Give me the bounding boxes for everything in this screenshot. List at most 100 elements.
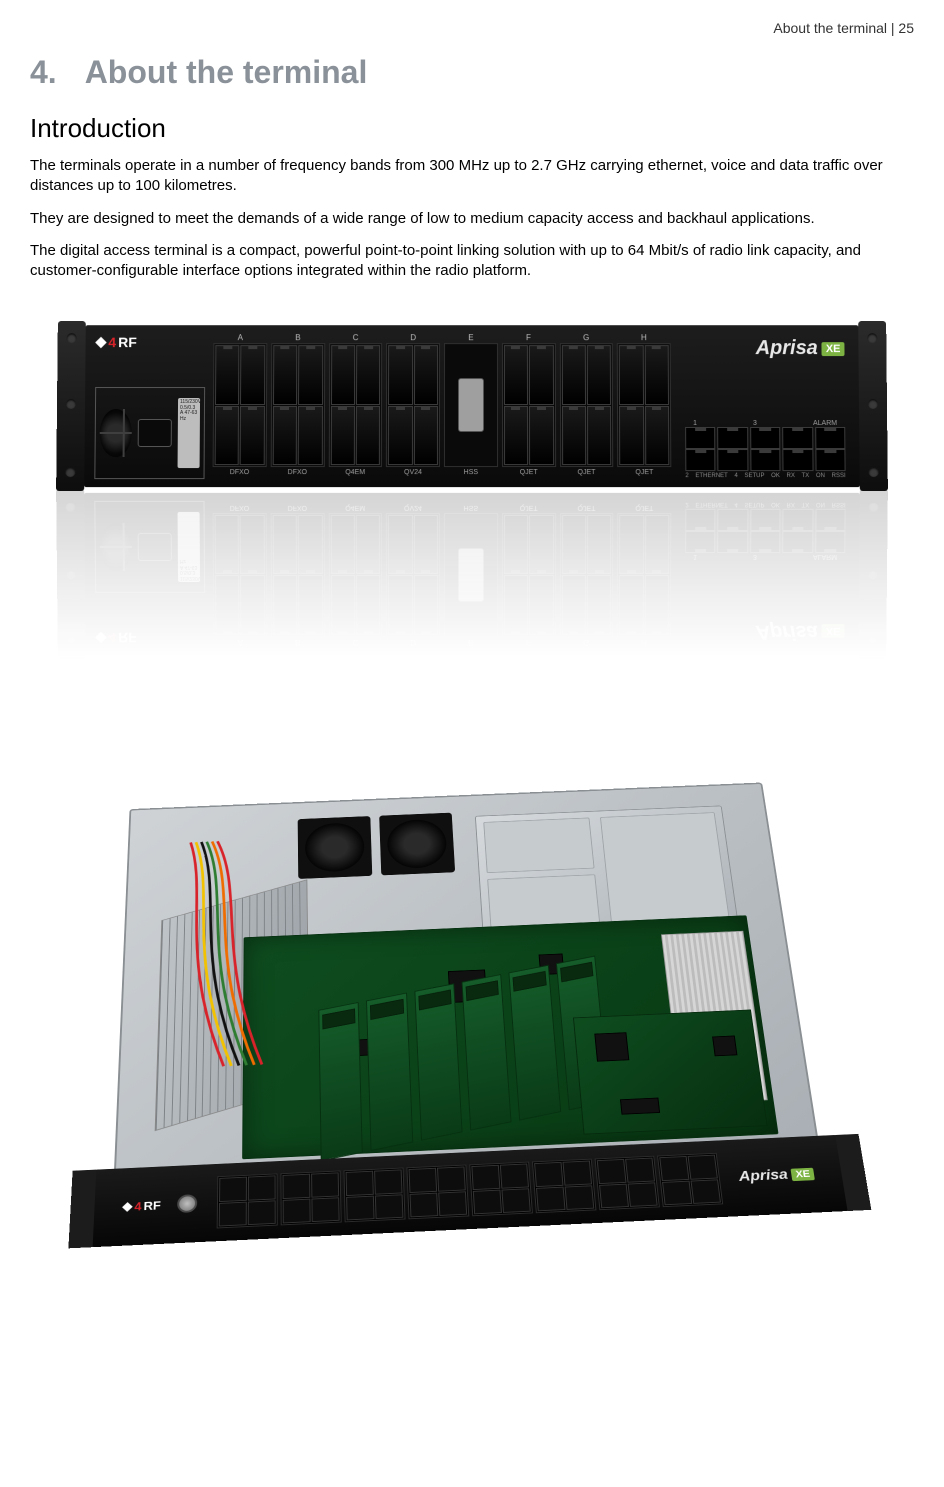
slot-card-label: QV24 xyxy=(386,469,440,479)
mgmt-label: TX xyxy=(802,501,810,507)
rj45-port-icon xyxy=(219,1177,247,1202)
rj45-port-icon xyxy=(501,1188,530,1213)
rj45-port-icon xyxy=(587,576,612,635)
rj45-port-icon xyxy=(388,515,412,575)
slot-letter: D xyxy=(386,637,440,647)
mgmt-label: TX xyxy=(802,473,810,479)
rj45-port-icon xyxy=(529,345,553,404)
rj45-port-icon xyxy=(272,515,297,575)
rj45-port-icon xyxy=(215,515,240,575)
rj45-port-icon xyxy=(534,1162,563,1187)
aprisa-suffix-badge: XE xyxy=(822,625,845,639)
aprisa-name: Aprisa xyxy=(738,1167,789,1185)
rj45-port-icon xyxy=(536,1186,566,1211)
aprisa-logo: Aprisa XE xyxy=(756,620,845,643)
brand-4rf-logo: ◆4RF xyxy=(122,1198,161,1214)
rj45-port-icon xyxy=(409,1192,438,1217)
rack-ear-right xyxy=(858,489,888,659)
rj45-port-icon xyxy=(298,576,323,635)
rj45-port-icon xyxy=(504,406,528,466)
rj45-port-icon xyxy=(414,406,438,466)
front-slot xyxy=(216,1174,277,1229)
mgmt-port xyxy=(750,427,781,449)
rj45-port-icon xyxy=(240,345,265,404)
rj45-port-icon xyxy=(240,515,265,575)
rj45-port-icon xyxy=(645,406,670,466)
chapter-title-text: About the terminal xyxy=(85,54,368,90)
rj45-port-icon xyxy=(215,345,240,404)
slot-letter: B xyxy=(271,333,325,343)
io-pcb xyxy=(573,1010,768,1135)
slot-card-label: QJET xyxy=(617,501,671,511)
mgmt-port xyxy=(685,427,716,449)
rj45-port-icon xyxy=(587,345,612,404)
front-slot xyxy=(406,1165,469,1220)
rj45-port-icon xyxy=(437,1167,466,1192)
mgmt-port xyxy=(750,449,781,471)
slot-letter: E xyxy=(444,637,498,647)
mgmt-label: 1 xyxy=(693,553,697,560)
rj45-port-icon xyxy=(374,1194,403,1219)
rj45-port-icon xyxy=(311,1173,339,1198)
slot-card-label: DFXO xyxy=(270,469,324,479)
chapter-heading: 4.About the terminal xyxy=(30,54,914,91)
rj45-port-icon xyxy=(599,1183,629,1208)
rj45-port-icon xyxy=(346,1195,374,1220)
brand-digit: 4 xyxy=(134,1199,142,1213)
interface-slot: E HSS xyxy=(444,501,498,647)
aprisa-name: Aprisa xyxy=(756,620,818,643)
slot-letter: E xyxy=(444,333,498,343)
rj45-port-icon xyxy=(564,1185,594,1210)
interface-slot: F QJET xyxy=(502,333,556,479)
slot-letter: F xyxy=(502,333,556,343)
psu-rating-label: 115/230V 0.5/0.3 A 47-63 Hz xyxy=(178,512,201,582)
rj45-port-icon xyxy=(627,1182,657,1207)
page-header: About the terminal | 25 xyxy=(30,20,914,36)
slot-card-label: QJET xyxy=(502,469,556,479)
mgmt-port xyxy=(783,509,814,531)
interface-slot: FQJET xyxy=(502,501,556,647)
slot-letter: B xyxy=(271,637,325,647)
mgmt-label: RSSI xyxy=(832,501,846,507)
rj45-port-icon xyxy=(331,576,356,635)
rj45-port-icon xyxy=(356,406,381,466)
rj45-port-icon xyxy=(504,345,528,404)
hss-connector-icon xyxy=(458,378,484,432)
internal-fan-icon xyxy=(298,816,373,879)
interface-slot: CQ4EM xyxy=(328,333,382,479)
slot-letter: G xyxy=(559,637,613,647)
rack-ear-left xyxy=(56,321,86,491)
front-slot xyxy=(343,1168,405,1223)
brand-digit: 4 xyxy=(108,334,116,350)
slot-card-label: Q4EM xyxy=(328,469,382,479)
intro-paragraph-2: They are designed to meet the demands of… xyxy=(30,209,914,229)
slot-letter: H xyxy=(617,637,671,647)
rj45-port-icon xyxy=(561,515,586,575)
management-ports: 13ALARM xyxy=(685,501,846,560)
rj45-port-icon xyxy=(619,345,644,404)
slot-card-label: HSS xyxy=(444,501,498,511)
rj45-port-icon xyxy=(273,345,298,404)
interface-slot: ADFXO xyxy=(213,501,268,647)
rj45-port-icon xyxy=(298,515,323,575)
mgmt-port xyxy=(750,531,781,553)
brand-glyph-icon: ◆ xyxy=(96,333,107,350)
mgmt-label: ALARM xyxy=(813,553,837,560)
rj45-port-icon xyxy=(471,1165,500,1190)
internal-fan-icon xyxy=(379,813,455,876)
interface-card xyxy=(414,984,462,1141)
hss-connector-icon xyxy=(458,548,484,602)
interface-slot: GQJET xyxy=(559,501,613,647)
interface-slot: BDFXO xyxy=(270,501,324,647)
slot-letter: D xyxy=(386,333,440,343)
mgmt-label: SETUP xyxy=(744,501,764,507)
mgmt-port xyxy=(750,509,781,531)
mgmt-label: ON xyxy=(816,501,825,507)
psu-rating-label: 115/230V 0.5/0.3 A 47-63 Hz xyxy=(178,398,201,468)
intro-paragraph-3: The digital access terminal is a compact… xyxy=(30,241,914,282)
mgmt-label: ON xyxy=(816,473,825,479)
rj45-port-icon xyxy=(282,1174,310,1199)
section-heading: Introduction xyxy=(30,113,914,144)
rj45-port-icon xyxy=(596,1159,626,1184)
mgmt-port xyxy=(815,427,846,449)
